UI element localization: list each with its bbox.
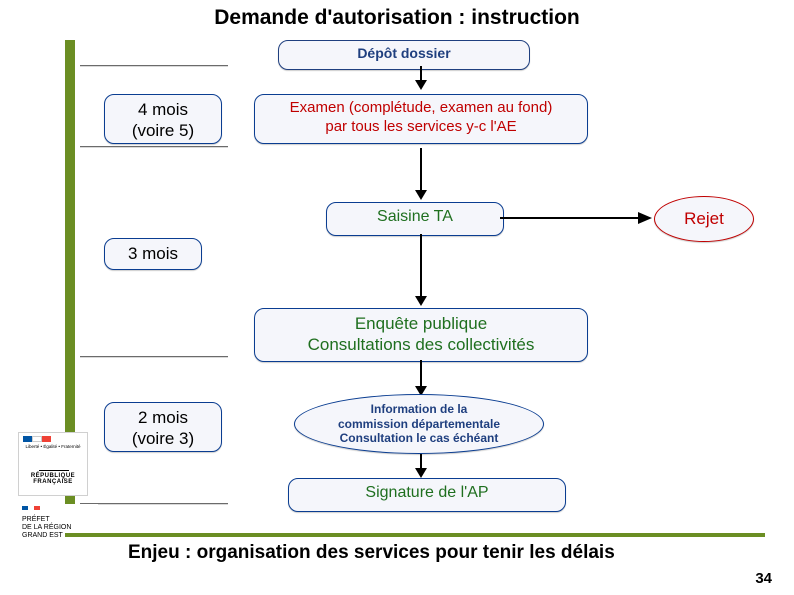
step-rejet: Rejet (654, 196, 754, 242)
hr-3 (80, 356, 228, 357)
page-number: 34 (755, 570, 772, 587)
arrow-to-rejet (500, 209, 652, 227)
enjeu-text: Enjeu : organisation des services pour t… (128, 542, 615, 564)
step-examen: Examen (complétude, examen au fond) par … (254, 94, 588, 144)
green-footline (65, 533, 765, 537)
logo-rf-name: RÉPUBLIQUEFRANÇAISE (19, 473, 87, 485)
arrow-3 (414, 234, 428, 306)
duration-4mois-l1: 4 mois (138, 100, 188, 119)
duration-4mois: 4 mois (voire 5) (104, 94, 222, 144)
duration-2mois: 2 mois (voire 3) (104, 402, 222, 452)
arrow-4 (414, 360, 428, 396)
duration-3mois: 3 mois (104, 238, 202, 270)
arrow-2 (414, 148, 428, 200)
logo-prefet-text: PRÉFET DE LA RÉGION GRAND EST (22, 516, 71, 539)
slide-title: Demande d'autorisation : instruction (0, 6, 794, 30)
step-signature: Signature de l'AP (288, 478, 566, 512)
hr-1 (80, 65, 228, 66)
logo-republique-francaise: Liberté • Égalité • Fraternité RÉPUBLIQU… (18, 432, 88, 496)
flag-icon-2 (22, 506, 40, 510)
step-saisine: Saisine TA (326, 202, 504, 236)
hr-2 (80, 146, 228, 147)
step-info: Information de la commission département… (294, 394, 544, 454)
logo-motto: Liberté • Égalité • Fraternité (19, 445, 87, 450)
marianne-icon (39, 454, 69, 471)
duration-4mois-l2: (voire 5) (132, 121, 194, 140)
slide: Demande d'autorisation : instruction Dép… (0, 0, 794, 595)
hr-4 (80, 503, 228, 504)
step-depot: Dépôt dossier (278, 40, 530, 70)
step-enquete: Enquête publique Consultations des colle… (254, 308, 588, 362)
duration-2mois-l1: 2 mois (138, 408, 188, 427)
duration-2mois-l2: (voire 3) (132, 429, 194, 448)
flag-icon (23, 436, 51, 442)
arrow-5 (414, 454, 428, 478)
